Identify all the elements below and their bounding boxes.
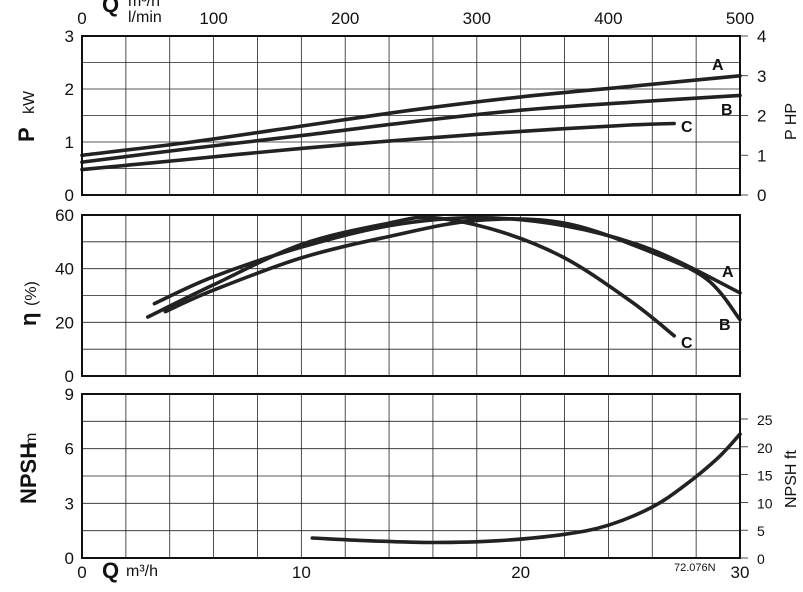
efficiency-panel: 0 20 40 60 η (%) A B C — [16, 206, 742, 386]
top-tick-label: 300 — [463, 9, 491, 28]
figure-code: 72.076N — [674, 562, 716, 574]
bottom-axis-q-symbol: Q — [102, 558, 119, 583]
efficiency-panel-frame — [81, 214, 741, 377]
right-y-tick-label: 0 — [757, 551, 765, 567]
npsh-ylabel-right: NPSH ft — [783, 450, 800, 508]
right-y-tick-label: 20 — [757, 440, 773, 456]
series-label-a: A — [722, 264, 734, 281]
bottom-tick-label: 0 — [77, 563, 86, 582]
top-tick-label: 500 — [726, 9, 754, 28]
y-tick-label: 6 — [65, 440, 74, 459]
top-tick-label: 100 — [199, 9, 227, 28]
top-axis-unit-m3h: m³/h — [128, 0, 160, 10]
series-label-b: B — [719, 317, 731, 334]
npsh-panel: 0 3 6 9 0 5 10 15 20 25 NPSH m NPSH ft — [16, 385, 800, 568]
y-tick-label: 20 — [55, 313, 74, 332]
right-y-tick-label: 4 — [757, 27, 766, 46]
y-tick-label: 0 — [65, 549, 74, 568]
series-line-b — [80, 93, 742, 164]
y-tick-label: 1 — [65, 133, 74, 152]
top-axis-q-symbol: Q — [102, 0, 119, 17]
series-label-a: A — [712, 57, 724, 74]
y-tick-label: 60 — [55, 206, 74, 225]
right-y-tick-label: 0 — [757, 186, 766, 205]
power-panel: 0 1 2 3 0 1 2 3 4 P kW P HP A B C — [14, 27, 800, 205]
bottom-flow-axis: 0 10 20 30 Q m³/h 72.076N — [77, 558, 749, 583]
right-y-tick-label: 3 — [757, 67, 766, 86]
series-label-b: B — [721, 102, 733, 119]
power-ylabel-unit: kW — [21, 90, 38, 114]
right-y-tick-label: 2 — [757, 107, 766, 126]
efficiency-ylabel-symbol: η — [16, 313, 41, 326]
top-tick-label: 200 — [331, 9, 359, 28]
npsh-ylabel-unit: m — [23, 433, 40, 446]
series-line-a — [80, 74, 742, 158]
efficiency-ylabel-unit: (%) — [23, 281, 40, 306]
top-tick-label: 400 — [594, 9, 622, 28]
right-y-tick-label: 10 — [757, 495, 773, 511]
y-tick-label: 3 — [65, 494, 74, 513]
right-y-tick-label: 25 — [757, 412, 773, 428]
bottom-tick-label: 20 — [511, 563, 530, 582]
top-flow-axis: Q m³/h l/min 0 100 200 300 400 500 — [77, 0, 754, 28]
series-line-npsh — [310, 432, 742, 545]
series-label-c: C — [681, 119, 693, 136]
bottom-tick-label: 10 — [292, 563, 311, 582]
bottom-axis-unit: m³/h — [126, 563, 158, 580]
y-tick-label: 0 — [65, 367, 74, 386]
y-tick-label: 0 — [65, 186, 74, 205]
power-ylabel-symbol: P — [14, 127, 39, 142]
right-y-tick-label: 1 — [757, 146, 766, 165]
series-line-b — [163, 217, 742, 322]
right-y-tick-label: 5 — [757, 523, 765, 539]
y-tick-label: 2 — [65, 80, 74, 99]
npsh-panel-frame — [81, 393, 741, 559]
right-y-tick-label: 15 — [757, 468, 773, 484]
npsh-ylabel-symbol: NPSH — [16, 443, 41, 504]
series-line-c — [146, 215, 676, 338]
y-tick-label: 9 — [65, 385, 74, 404]
top-tick-label: 0 — [77, 9, 86, 28]
y-tick-label: 3 — [65, 27, 74, 46]
power-ylabel-right: P HP — [783, 103, 800, 140]
y-tick-label: 40 — [55, 260, 74, 279]
top-axis-unit: l/min — [128, 9, 162, 26]
series-line-c — [80, 121, 676, 172]
series-label-c: C — [681, 335, 693, 352]
bottom-tick-label: 30 — [731, 563, 750, 582]
